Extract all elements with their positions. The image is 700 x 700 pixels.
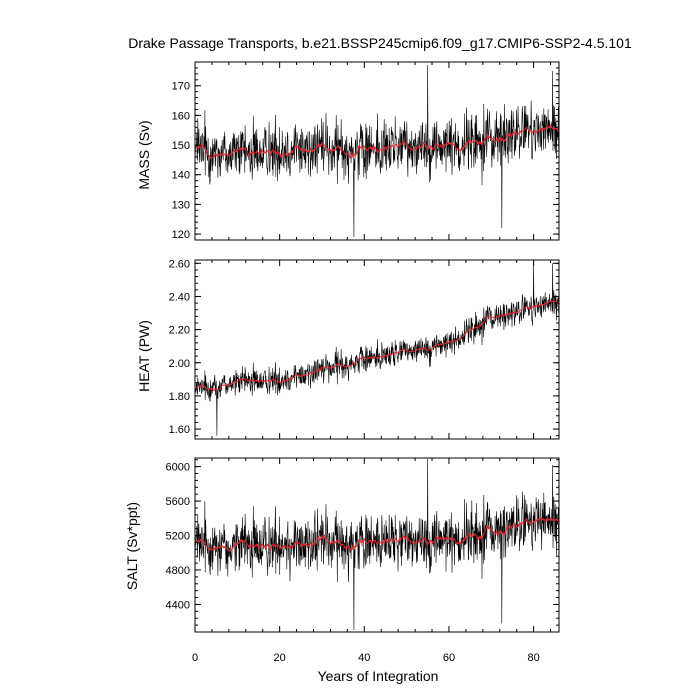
y-tick-label: 2.20 [169,325,190,337]
salt-ylabel: SALT (Sv*ppt) [124,502,140,590]
y-tick-label: 4800 [166,565,190,577]
x-axis-label: Years of Integration [318,668,439,684]
y-tick-label: 4400 [166,599,190,611]
x-tick-labels: 0 20 40 60 80 [192,652,540,664]
y-tick-label: 120 [172,229,190,241]
y-tick-label: 130 [172,199,190,211]
y-tick-label: 1.60 [169,424,190,436]
y-tick-label: 5200 [166,531,190,543]
smoothed-series-line [195,299,559,391]
y-tick-label: 6000 [166,462,190,474]
monthly-series-line [195,64,559,238]
mass-ylabel: MASS (Sv) [136,120,152,189]
salt-panel: SALT (Sv*ppt) 4400 4800 5200 5600 6000 [124,457,560,633]
y-tick-label: 5600 [166,496,190,508]
smoothed-series-line [195,123,559,160]
y-tick-label: 170 [172,81,190,93]
x-tick-label: 80 [527,652,539,664]
x-tick-label: 0 [192,652,198,664]
monthly-series-line [195,263,559,436]
panel-frame [194,259,560,440]
y-tick-label: 140 [172,170,190,182]
y-tick-label: 160 [172,110,190,122]
mass-panel: MASS (Sv) 120 130 140 150 160 170 [136,61,560,241]
x-tick-label: 20 [274,652,286,664]
y-tick-label: 2.00 [169,358,190,370]
panel-frame [194,457,560,633]
y-tick-label: 150 [172,140,190,152]
y-tick-label: 2.60 [169,258,190,270]
smoothed-series-line [195,516,559,552]
y-tick-label: 1.80 [169,391,190,403]
x-tick-label: 60 [443,652,455,664]
monthly-series-line [195,458,559,631]
y-tick-label: 2.40 [169,291,190,303]
x-tick-label: 40 [358,652,370,664]
heat-panel: HEAT (PW) 1.60 1.80 2.00 2.20 2.40 2.60 [136,258,560,440]
chart-title: Drake Passage Transports, b.e21.BSSP245c… [128,35,632,51]
heat-ylabel: HEAT (PW) [136,320,152,392]
